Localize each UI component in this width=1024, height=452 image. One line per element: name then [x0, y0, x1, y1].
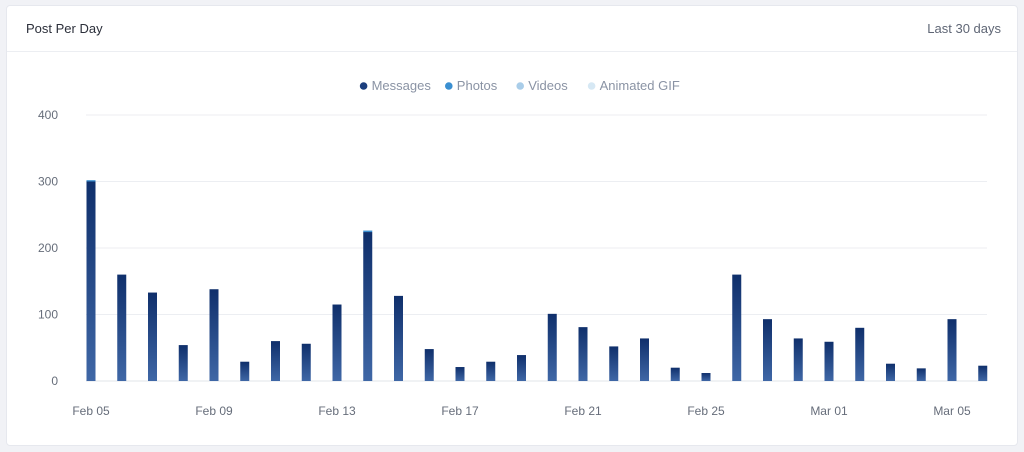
legend-item-messages[interactable]: Messages	[359, 78, 432, 93]
x-tick-label: Mar 01	[810, 404, 848, 418]
y-tick-label: 100	[38, 308, 58, 322]
x-axis: Feb 05 Feb 09 Feb 13 Feb 17 Feb 21 Feb 25 Mar …	[72, 404, 971, 418]
legend-marker	[516, 82, 524, 90]
legend-item-animated-gif[interactable]: Animated GIF	[587, 78, 680, 93]
x-tick-label: Feb 05	[72, 404, 110, 418]
chart-bars	[86, 180, 988, 382]
legend-label: Animated GIF	[600, 78, 680, 93]
y-tick-label: 0	[51, 374, 58, 388]
x-tick-label: Feb 25	[687, 404, 725, 418]
x-tick-label: Feb 21	[564, 404, 602, 418]
bar-messages[interactable]	[517, 355, 526, 381]
bar-messages[interactable]	[301, 343, 311, 381]
legend-marker	[445, 82, 453, 90]
legend-marker	[359, 82, 368, 90]
date-range-label[interactable]: Last 30 days	[927, 21, 1001, 36]
y-tick-label: 200	[38, 241, 58, 255]
bar-messages[interactable]	[978, 365, 988, 381]
bar-messages[interactable]	[609, 346, 619, 381]
legend-label: Messages	[372, 78, 432, 93]
bar-messages[interactable]	[886, 363, 895, 381]
x-tick-label: Mar 05	[933, 404, 971, 418]
bar-photos[interactable]	[363, 230, 373, 233]
y-axis: 0 100 200 300 400	[38, 108, 58, 388]
bar-messages[interactable]	[547, 313, 557, 381]
bar-messages[interactable]	[178, 345, 188, 381]
card-header: Post Per Day Last 30 days	[7, 6, 1017, 52]
legend-item-videos[interactable]: Videos	[516, 78, 568, 93]
y-tick-label: 300	[38, 175, 58, 189]
bar-messages[interactable]	[578, 327, 588, 381]
bar-messages[interactable]	[86, 181, 96, 382]
x-tick-label: Feb 09	[195, 404, 233, 418]
chart-grid	[86, 114, 987, 382]
legend-marker	[587, 82, 596, 90]
bar-messages[interactable]	[148, 292, 157, 381]
x-tick-label: Feb 13	[318, 404, 356, 418]
bar-photos[interactable]	[86, 180, 96, 182]
bar-messages[interactable]	[455, 367, 465, 381]
chart-legend: Messages Photos Videos Animated GIF	[359, 78, 680, 93]
bar-messages[interactable]	[209, 289, 219, 381]
bar-videos[interactable]	[363, 230, 373, 231]
bar-messages[interactable]	[916, 368, 926, 381]
bar-messages[interactable]	[271, 341, 280, 381]
bar-messages[interactable]	[332, 304, 342, 381]
legend-item-photos[interactable]: Photos	[445, 78, 498, 93]
bar-messages[interactable]	[486, 361, 496, 381]
bar-messages[interactable]	[855, 327, 865, 381]
post-per-day-card: Post Per Day Last 30 days	[6, 5, 1018, 446]
bar-messages[interactable]	[424, 349, 434, 381]
bar-messages[interactable]	[793, 338, 803, 381]
bar-messages[interactable]	[947, 319, 957, 381]
bar-messages[interactable]	[640, 338, 649, 381]
bar-messages[interactable]	[394, 295, 403, 381]
bar-messages[interactable]	[763, 319, 772, 381]
bar-messages[interactable]	[670, 367, 680, 381]
bar-messages[interactable]	[824, 341, 834, 381]
x-tick-label: Feb 17	[441, 404, 479, 418]
legend-label: Videos	[528, 78, 568, 93]
card-title: Post Per Day	[26, 21, 103, 36]
y-tick-label: 400	[38, 108, 58, 122]
bar-messages[interactable]	[363, 232, 373, 381]
bar-messages[interactable]	[701, 373, 711, 381]
bar-messages[interactable]	[240, 361, 250, 381]
bar-messages[interactable]	[732, 274, 742, 381]
bar-messages[interactable]	[117, 274, 127, 381]
legend-label: Photos	[457, 78, 498, 93]
